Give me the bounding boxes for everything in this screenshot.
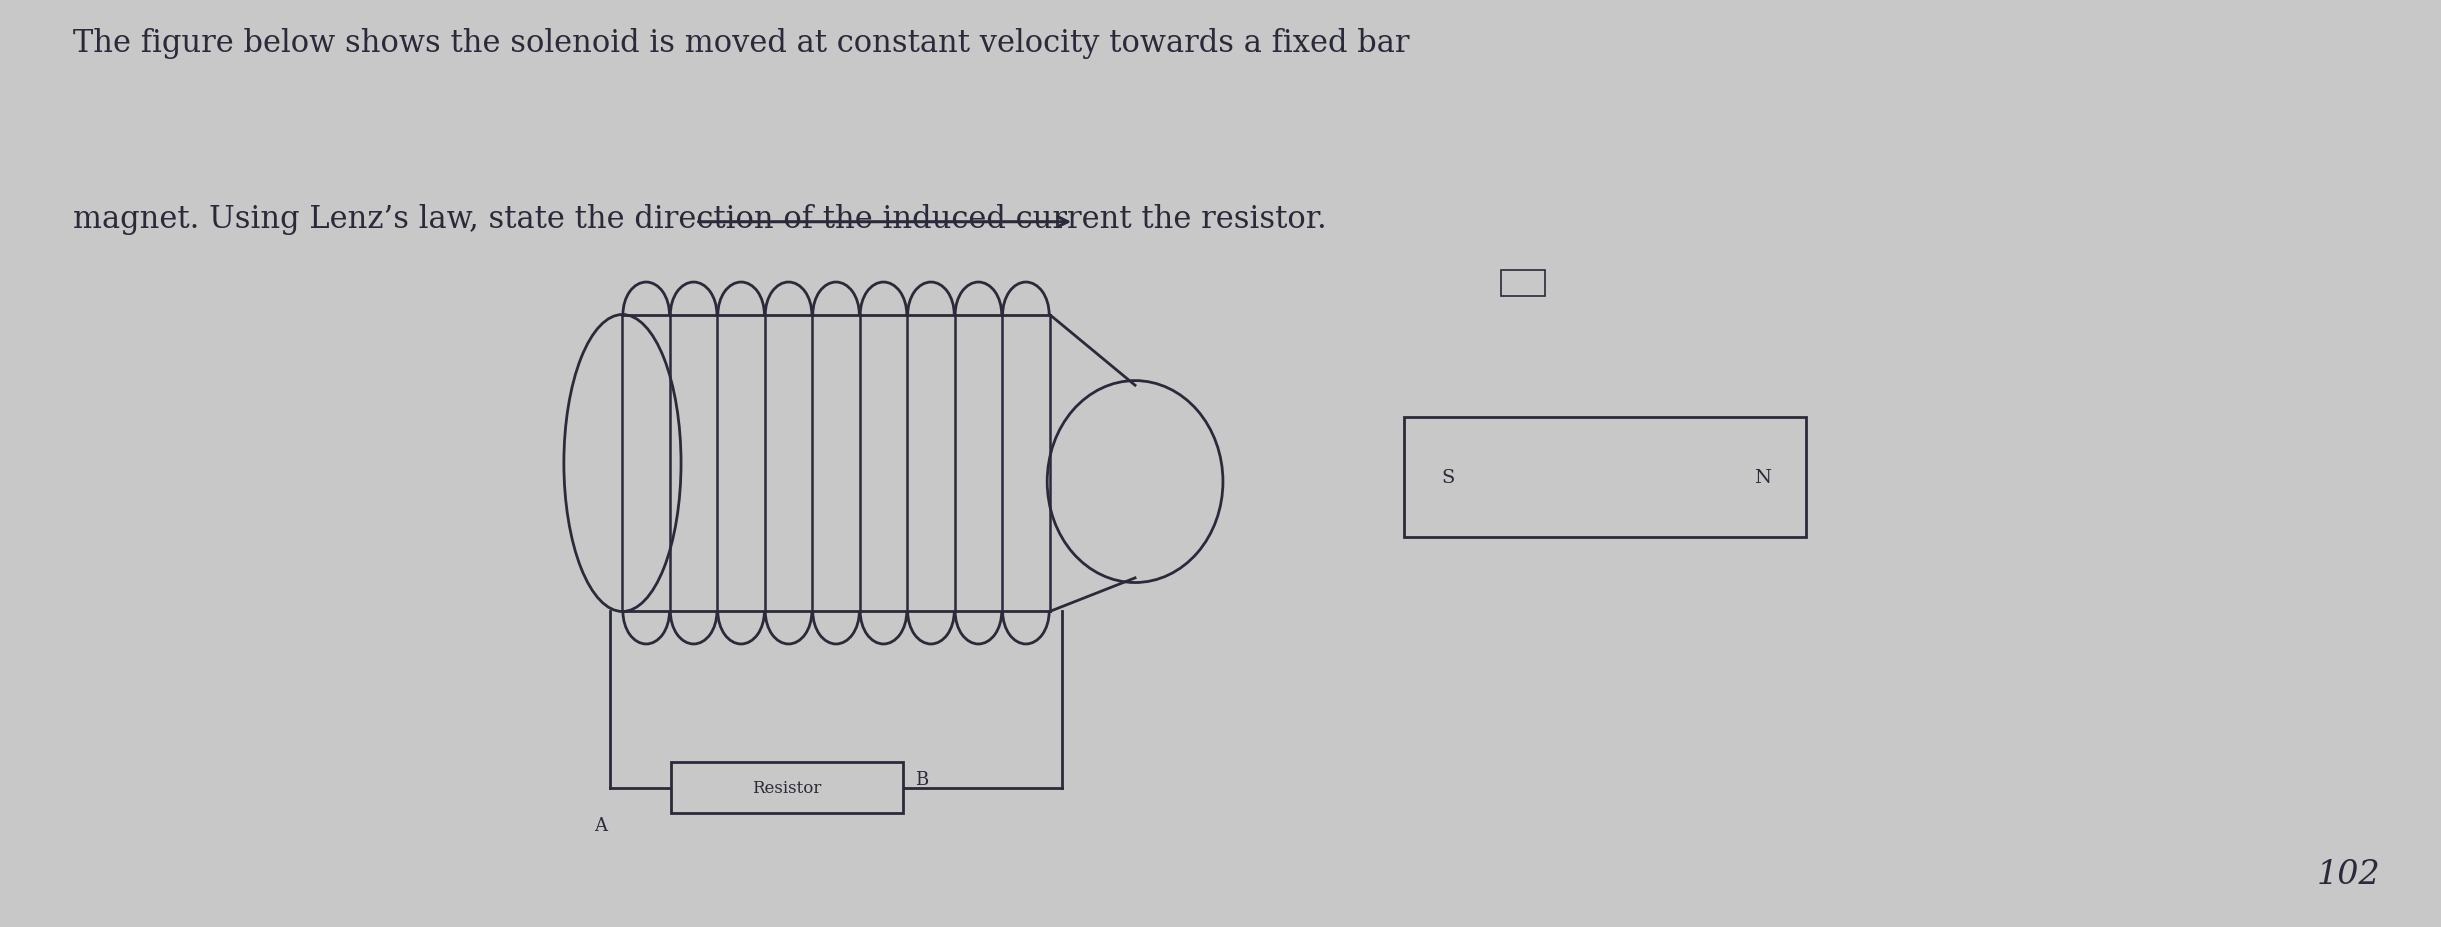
- Text: The figure below shows the solenoid is moved at constant velocity towards a fixe: The figure below shows the solenoid is m…: [73, 28, 1411, 58]
- Ellipse shape: [1047, 381, 1223, 583]
- Text: A: A: [593, 816, 608, 833]
- Text: N: N: [1755, 468, 1770, 487]
- Text: magnet. Using Lenz’s law, state the direction of the induced current the resisto: magnet. Using Lenz’s law, state the dire…: [73, 204, 1328, 235]
- Text: B: B: [915, 769, 928, 788]
- Bar: [1501, 271, 1545, 297]
- Text: 102: 102: [2317, 858, 2380, 890]
- Bar: [1404, 417, 1806, 538]
- Text: S: S: [1440, 468, 1455, 487]
- Text: Resistor: Resistor: [752, 780, 823, 796]
- Bar: [671, 762, 903, 814]
